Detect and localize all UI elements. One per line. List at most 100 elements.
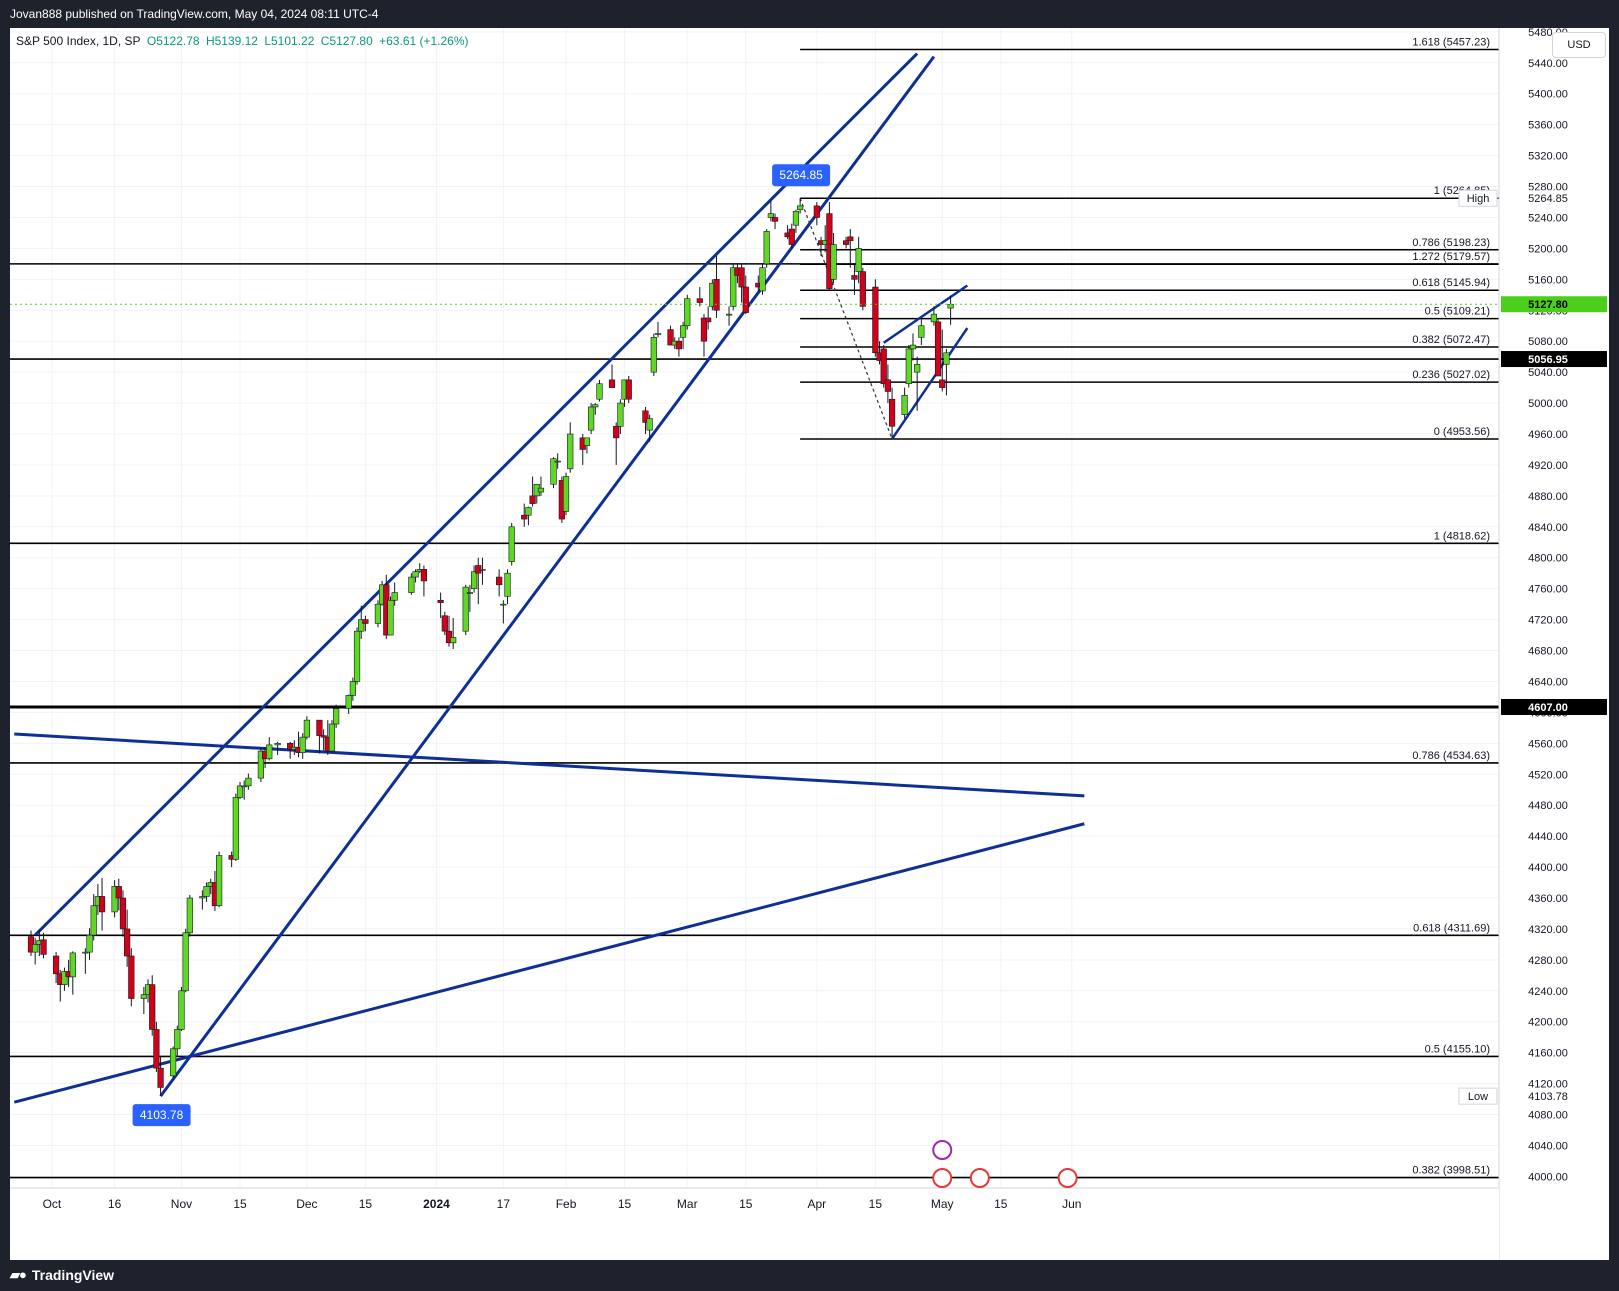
candle-body[interactable] — [420, 569, 428, 582]
candle-body[interactable] — [625, 379, 632, 400]
candle-body[interactable] — [387, 599, 394, 636]
candle-body[interactable] — [851, 275, 858, 280]
candle-body[interactable] — [592, 404, 599, 408]
price-annotation-badge[interactable] — [772, 164, 831, 187]
candle-body[interactable] — [153, 1029, 160, 1069]
fib-connector-line[interactable] — [799, 198, 893, 440]
candle-body[interactable] — [241, 785, 248, 788]
candle-body[interactable] — [617, 402, 624, 427]
candle-body[interactable] — [186, 897, 193, 934]
candle-body[interactable] — [830, 244, 837, 280]
candle-body[interactable] — [236, 785, 244, 798]
candle-body[interactable] — [650, 337, 657, 373]
currency-selector[interactable]: USD — [1552, 32, 1606, 58]
candle-body[interactable] — [847, 236, 854, 241]
candle-body[interactable] — [713, 279, 720, 311]
candle-body[interactable] — [40, 939, 47, 955]
candle-body[interactable] — [178, 990, 185, 1030]
candle-body[interactable] — [730, 267, 737, 307]
candle-body[interactable] — [462, 586, 469, 632]
candle-body[interactable] — [705, 317, 712, 323]
candle-body[interactable] — [872, 286, 879, 354]
candle-body[interactable] — [550, 458, 557, 485]
economic-event-icon[interactable] — [1057, 1168, 1078, 1188]
candle-body[interactable] — [287, 743, 294, 750]
candle-body[interactable] — [157, 1067, 164, 1088]
candle-body[interactable] — [884, 379, 891, 392]
candle-body[interactable] — [358, 619, 365, 632]
candle-body[interactable] — [174, 1029, 181, 1050]
descending-trendline[interactable] — [14, 732, 1085, 798]
candle-body[interactable] — [588, 406, 595, 431]
candle-body[interactable] — [813, 205, 820, 218]
candle-body[interactable] — [596, 383, 603, 400]
candle-body[interactable] — [470, 571, 478, 589]
candle-body[interactable] — [797, 205, 804, 211]
chart-canvas[interactable]: 1.618 (5457.23)1 (5264.85)0.786 (5198.23… — [10, 28, 1609, 1260]
candle-body[interactable] — [583, 437, 591, 446]
candle-body[interactable] — [328, 723, 336, 752]
candle-body[interactable] — [771, 217, 779, 222]
economic-event-icon[interactable] — [932, 1168, 953, 1188]
candle-body[interactable] — [567, 433, 574, 470]
candle-body[interactable] — [859, 271, 866, 307]
candle-body[interactable] — [521, 514, 528, 520]
candle-body[interactable] — [646, 418, 653, 431]
candle-body[interactable] — [69, 952, 76, 978]
candle-body[interactable] — [111, 886, 118, 913]
candle-body[interactable] — [182, 932, 189, 992]
symbol-legend[interactable]: S&P 500 Index, 1D, SP O5122.78 H5139.12 … — [16, 34, 472, 48]
candle-body[interactable] — [901, 395, 908, 415]
price-annotation-badge[interactable] — [132, 1104, 191, 1127]
candle-body[interactable] — [508, 526, 515, 562]
chart-area[interactable]: 1.618 (5457.23)1 (5264.85)0.786 (5198.23… — [10, 28, 1609, 1260]
candle-body[interactable] — [667, 329, 674, 346]
candle-body[interactable] — [445, 630, 453, 644]
candle-body[interactable] — [914, 364, 921, 373]
candle-body[interactable] — [140, 994, 147, 999]
candle-body[interactable] — [504, 572, 511, 597]
candle-body[interactable] — [374, 603, 382, 624]
candle-body[interactable] — [855, 248, 862, 272]
rising-wedge-lower[interactable] — [891, 327, 969, 440]
candle-body[interactable] — [525, 507, 532, 516]
candle-body[interactable] — [32, 944, 39, 953]
time-scale[interactable] — [10, 1188, 1499, 1260]
economic-event-icon[interactable] — [969, 1168, 990, 1188]
candle-body[interactable] — [119, 897, 127, 930]
candle-body[interactable] — [216, 855, 223, 907]
candle-body[interactable] — [124, 928, 131, 957]
candle-body[interactable] — [450, 637, 457, 644]
earnings-event-icon[interactable] — [932, 1140, 953, 1160]
candle-body[interactable] — [316, 719, 323, 736]
candle-body[interactable] — [98, 896, 106, 913]
candle-body[interactable] — [918, 325, 925, 338]
candle-body[interactable] — [391, 592, 398, 601]
candle-body[interactable] — [909, 344, 917, 350]
candle-body[interactable] — [274, 743, 281, 746]
candle-body[interactable] — [642, 410, 649, 423]
candle-body[interactable] — [245, 777, 252, 787]
candle-body[interactable] — [257, 750, 265, 779]
candle-body[interactable] — [654, 333, 662, 335]
price-scale[interactable] — [1499, 28, 1609, 1260]
tradingview-logo[interactable]: ▰● TradingView — [10, 1267, 114, 1283]
candle-body[interactable] — [203, 886, 210, 897]
lower-channel-line[interactable] — [159, 55, 936, 1098]
candle-body[interactable] — [767, 213, 774, 218]
candle-body[interactable] — [500, 603, 507, 606]
candle-body[interactable] — [529, 495, 536, 504]
symbol-name[interactable]: S&P 500 Index, 1D, SP — [16, 34, 141, 48]
candle-body[interactable] — [333, 708, 340, 725]
candle-body[interactable] — [437, 599, 444, 603]
candle-body[interactable] — [537, 487, 545, 493]
ascending-trendline[interactable] — [13, 822, 1085, 1104]
candle-body[interactable] — [759, 267, 766, 292]
candle-body[interactable] — [362, 619, 369, 624]
candle-body[interactable] — [82, 951, 89, 954]
candle-body[interactable] — [888, 398, 896, 427]
candle-body[interactable] — [441, 615, 448, 632]
candle-body[interactable] — [842, 240, 850, 245]
candle-body[interactable] — [880, 348, 887, 385]
candle-body[interactable] — [608, 379, 616, 388]
